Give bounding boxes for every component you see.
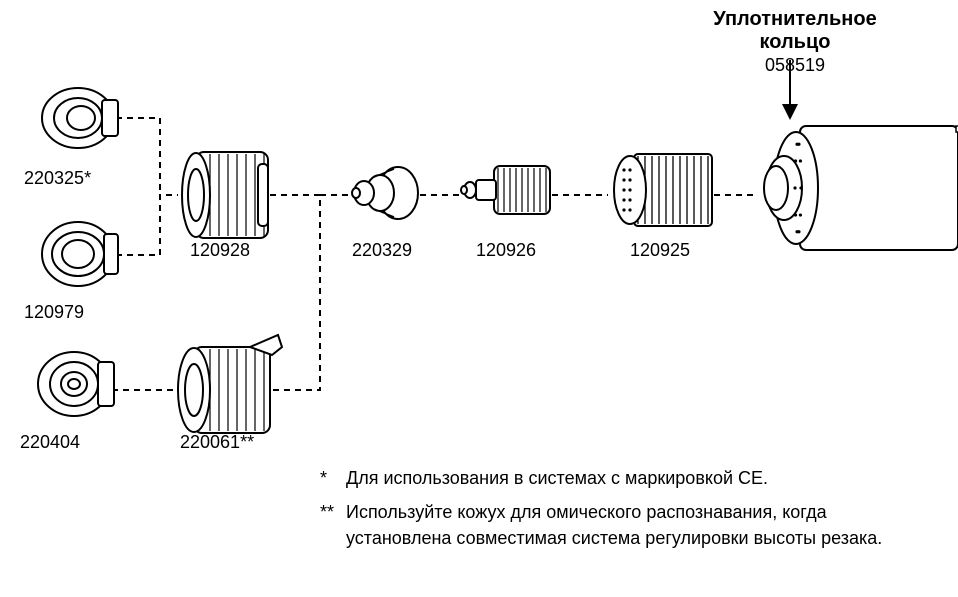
part-120979: [42, 222, 118, 286]
label-120926: 120926: [476, 240, 536, 261]
o-ring-title-text: Уплотнительное кольцо: [713, 8, 876, 53]
footnotes: *Для использования в системах с маркиров…: [320, 465, 930, 559]
footnote-row: **Используйте кожух для омического распо…: [320, 499, 930, 551]
part-220061**: [178, 335, 282, 433]
label-220325star: 220325*: [24, 168, 91, 189]
footnote-text: Для использования в системах с маркировк…: [346, 465, 930, 491]
part-120926: [461, 166, 550, 214]
part-220329: [352, 167, 418, 219]
part-220404: [38, 352, 114, 416]
footnote-text: Используйте кожух для омического распозн…: [346, 499, 930, 551]
part-120928: [182, 152, 268, 238]
o-ring-title: Уплотнительное кольцо 058519: [685, 8, 905, 77]
label-120928: 120928: [190, 240, 250, 261]
o-ring-partnum: 058519: [765, 55, 825, 75]
label-120925: 120925: [630, 240, 690, 261]
label-120979: 120979: [24, 302, 84, 323]
footnote-mark: **: [320, 499, 346, 551]
part-120925: [614, 154, 712, 226]
label-220404: 220404: [20, 432, 80, 453]
label-220061starstar: 220061**: [180, 432, 254, 453]
footnote-mark: *: [320, 465, 346, 491]
footnote-row: *Для использования в системах с маркиров…: [320, 465, 930, 491]
label-220329: 220329: [352, 240, 412, 261]
part-220325*: [42, 88, 118, 148]
part-_torch: [764, 126, 958, 250]
